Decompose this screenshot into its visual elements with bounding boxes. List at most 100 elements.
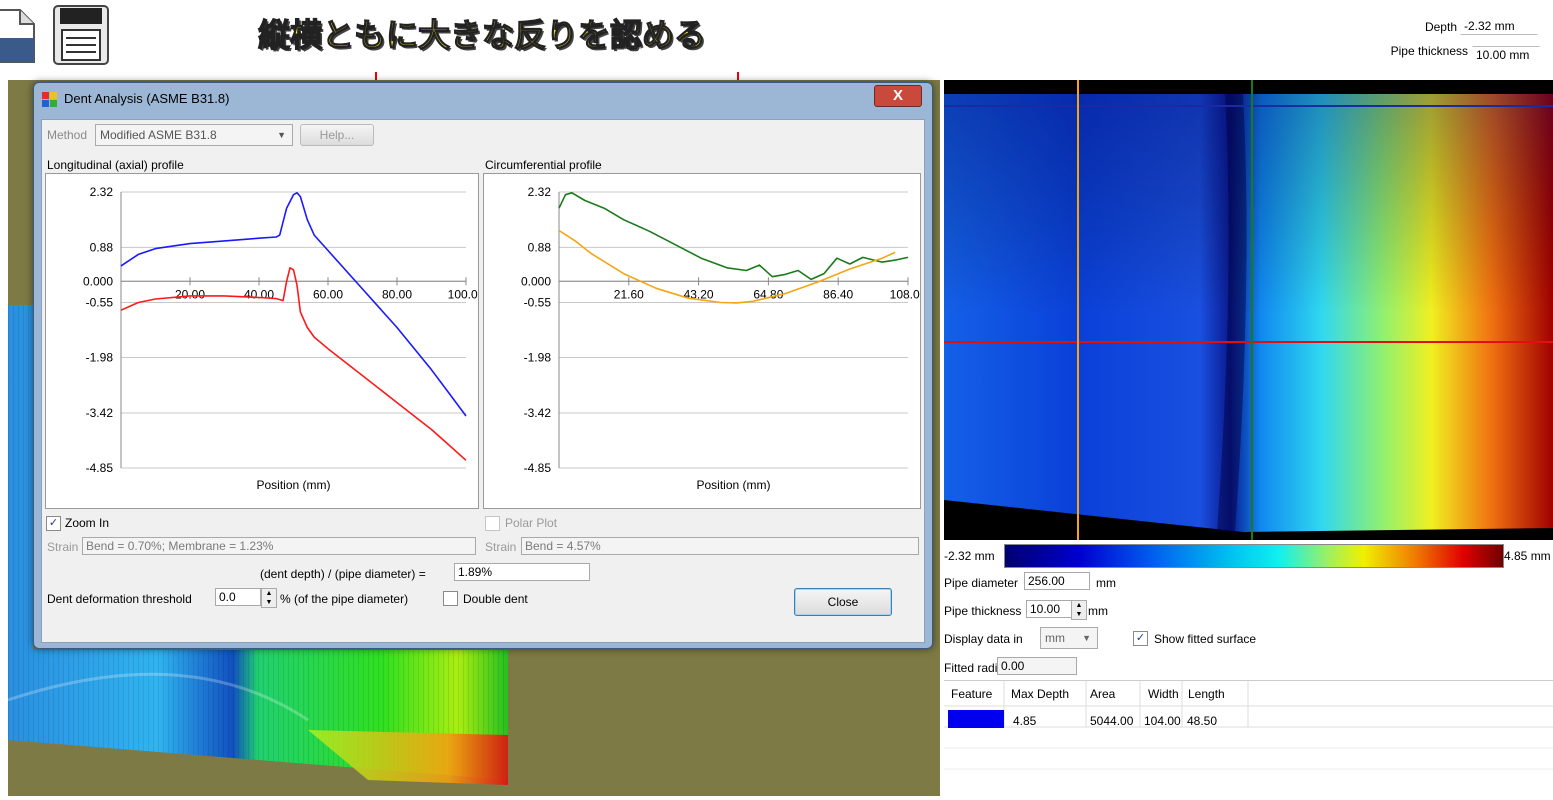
depth-heatmap[interactable] xyxy=(944,80,1553,540)
colorbar-max-label: 4.85 mm xyxy=(1504,549,1551,563)
row-feature-cell: 01 xyxy=(948,710,1004,728)
x-tick-label: 20.00 xyxy=(175,287,205,301)
col-length[interactable]: Length xyxy=(1188,687,1225,701)
x-tick-label: 100.00 xyxy=(448,287,478,301)
dent-ratio-value: 1.89% xyxy=(454,563,590,581)
x-tick-label: 60.00 xyxy=(313,287,343,301)
method-select-value: Modified ASME B31.8 xyxy=(100,128,217,142)
row-area-cell: 5044.00 xyxy=(1090,714,1134,728)
depth-label: Depth xyxy=(1424,20,1457,34)
display-data-label: Display data in xyxy=(944,632,1023,646)
y-tick-label: -3.42 xyxy=(524,406,552,420)
threshold-spinner[interactable]: ▲ ▼ xyxy=(261,588,277,608)
longitudinal-chart-svg: 2.32 0.88 0.000 -0.55 -1.98 -3.42 -4.85 20.00 40… xyxy=(83,185,485,492)
pipe-diameter-input[interactable]: 256.00 xyxy=(1024,572,1090,590)
chevron-down-icon: ▼ xyxy=(277,130,286,140)
zoom-in-checkbox[interactable]: ✓ xyxy=(46,516,61,531)
y-tick-label: -1.98 xyxy=(524,351,552,365)
series-line-1 xyxy=(558,229,896,304)
series-line-0 xyxy=(558,191,909,281)
y-tick-label: -1.98 xyxy=(86,351,114,365)
x-tick-label: 40.00 xyxy=(244,287,274,301)
threshold-label: Dent deformation threshold xyxy=(47,592,192,606)
dent-ratio-label: (dent depth) / (pipe diameter) = xyxy=(260,567,426,581)
close-button[interactable]: Close xyxy=(794,588,892,616)
pipe-thickness-value: 10.00 xyxy=(1030,602,1061,616)
y-tick-label: 2.32 xyxy=(90,185,114,199)
series-line-0 xyxy=(120,191,467,417)
circumferential-chart-title: Circumferential profile xyxy=(485,158,602,172)
dialog-title: Dent Analysis (ASME B31.8) xyxy=(64,91,230,106)
colorbar xyxy=(1004,544,1504,568)
x-tick-label: 64.80 xyxy=(753,287,783,301)
circumferential-chart: 2.32 0.88 0.000 -0.55 -1.98 -3.42 -4.85 21.60 43… xyxy=(483,173,927,509)
y-tick-label: -0.55 xyxy=(524,295,552,309)
table-grid-lines xyxy=(944,681,1553,770)
polar-plot-label: Polar Plot xyxy=(505,516,558,530)
y-tick-label: 0.88 xyxy=(90,240,114,254)
col-area[interactable]: Area xyxy=(1090,687,1116,701)
y-tick-label: -0.55 xyxy=(86,295,114,309)
pipe-diameter-unit: mm xyxy=(1096,576,1116,590)
pipe-thickness-input[interactable]: 10.00 xyxy=(1026,600,1072,618)
open-file-button[interactable] xyxy=(0,4,48,66)
x-tick-label: 108.00 xyxy=(890,287,920,301)
threshold-input[interactable]: 0.0 xyxy=(215,588,261,606)
pipe-diameter-label: Pipe diameter xyxy=(944,576,1019,590)
zoom-in-label: Zoom In xyxy=(65,516,110,530)
series-line-1 xyxy=(120,267,467,461)
save-button[interactable] xyxy=(52,4,110,66)
col-width[interactable]: Width xyxy=(1148,687,1179,701)
strain-label-right: Strain xyxy=(485,540,517,554)
double-dent-label: Double dent xyxy=(463,592,528,606)
fitted-radius-value: 0.00 xyxy=(997,657,1077,675)
y-tick-label: 0.000 xyxy=(521,274,551,288)
pipe-thickness-spinner[interactable]: ▲ ▼ xyxy=(1071,600,1087,620)
strain-label-left: Strain xyxy=(47,540,79,554)
longitudinal-chart-title: Longitudinal (axial) profile xyxy=(47,158,184,172)
strain-value-left: Bend = 0.70%; Membrane = 1.23% xyxy=(82,537,476,555)
fitted-radius-label: Fitted radius xyxy=(944,661,1011,675)
dialog-content: Method Modified ASME B31.8 ▼ Help... Lon… xyxy=(41,119,927,643)
threshold-input-value: 0.0 xyxy=(219,590,236,604)
app-icon xyxy=(42,92,57,107)
pipe-thickness-label: Pipe thickness xyxy=(944,604,1022,618)
row-width-cell: 104.00 xyxy=(1144,714,1181,728)
row-max-depth-cell: 4.85 xyxy=(1013,714,1037,728)
document-icon xyxy=(0,9,35,63)
method-select[interactable]: Modified ASME B31.8 ▼ xyxy=(95,124,293,146)
row-length-cell: 48.50 xyxy=(1187,714,1218,728)
pipe-diameter-value: 256.00 xyxy=(1028,574,1065,588)
longitudinal-chart: 2.32 0.88 0.000 -0.55 -1.98 -3.42 -4.85 20.00 40… xyxy=(45,173,485,509)
y-tick-label: 0.000 xyxy=(83,274,113,288)
show-fitted-surface-checkbox[interactable]: ✓ xyxy=(1133,631,1148,646)
double-dent-checkbox[interactable] xyxy=(443,591,458,606)
depth-value: -2.32 mm xyxy=(1460,17,1538,35)
dialog-close-button[interactable]: X xyxy=(874,85,922,107)
y-tick-label: -4.85 xyxy=(524,461,552,475)
polar-plot-checkbox[interactable] xyxy=(485,516,500,531)
feature-table[interactable] xyxy=(944,680,1553,797)
display-unit-value: mm xyxy=(1045,631,1065,645)
pipe-thickness-unit: mm xyxy=(1088,604,1108,618)
y-tick-label: -4.85 xyxy=(86,461,114,475)
method-label: Method xyxy=(47,128,88,142)
x-axis-label: Position (mm) xyxy=(256,478,330,492)
help-button[interactable]: Help... xyxy=(300,124,374,146)
y-tick-label: -3.42 xyxy=(86,406,114,420)
heatmap-svg xyxy=(944,80,1553,540)
display-unit-select[interactable]: mm ▼ xyxy=(1040,627,1098,649)
col-max-depth[interactable]: Max Depth xyxy=(1011,687,1070,701)
x-axis-label: Position (mm) xyxy=(696,478,770,492)
x-tick-label: 86.40 xyxy=(823,287,853,301)
pipe-mesh-render xyxy=(7,305,508,785)
x-tick-label: 21.60 xyxy=(614,287,644,301)
close-icon: X xyxy=(892,87,903,104)
strain-value-right: Bend = 4.57% xyxy=(521,537,919,555)
col-feature[interactable]: Feature xyxy=(951,687,993,701)
y-tick-label: 2.32 xyxy=(528,185,552,199)
show-fitted-surface-label: Show fitted surface xyxy=(1154,632,1257,646)
pipe-thickness-label-top: Pipe thickness xyxy=(1390,44,1468,58)
dent-analysis-dialog: Dent Analysis (ASME B31.8) X Method Modi… xyxy=(33,82,933,649)
